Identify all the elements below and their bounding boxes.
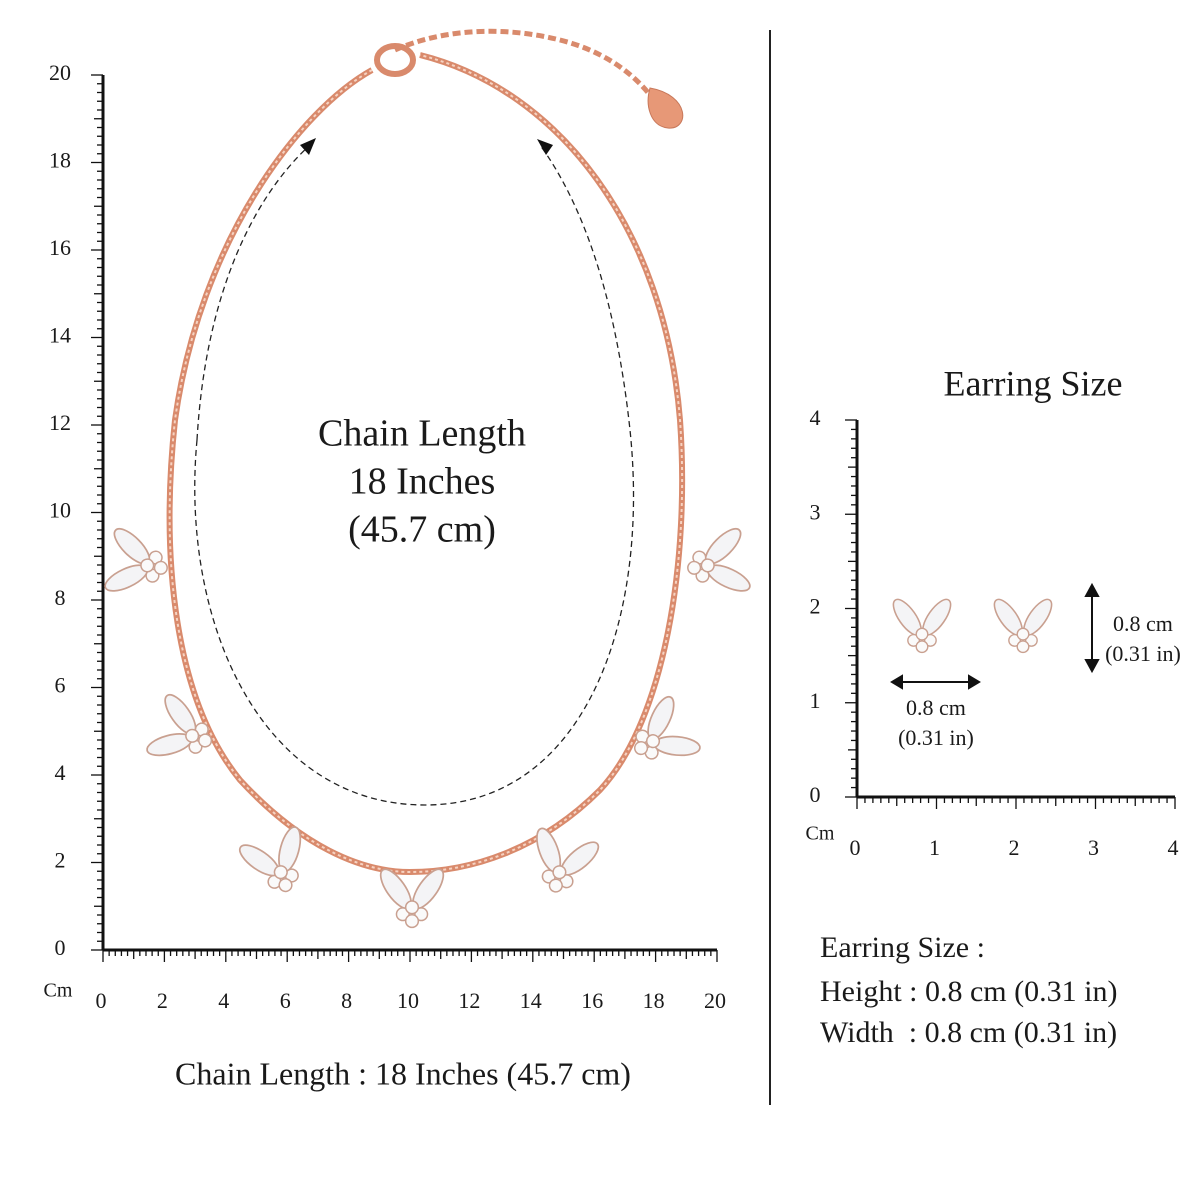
charm-stone <box>1008 633 1022 647</box>
charm-stone <box>635 729 650 744</box>
charm-stone <box>395 907 410 922</box>
charm-stone <box>700 558 715 573</box>
x-tick-label: 14 <box>520 988 542 1013</box>
unit-label: Cm <box>44 980 73 1002</box>
y-tick-label: 0 <box>810 782 821 807</box>
charm-stone <box>284 868 299 883</box>
y-tick-label: 20 <box>49 60 71 85</box>
x-tick-label: 6 <box>280 988 291 1013</box>
charm-stone <box>278 878 293 893</box>
x-tick-label: 10 <box>397 988 419 1013</box>
charm-stone <box>414 907 429 922</box>
charm-stone <box>198 733 213 748</box>
charm-stone <box>194 722 209 737</box>
charm <box>687 527 751 592</box>
charm <box>104 527 168 592</box>
center-text: 18 Inches <box>349 461 496 503</box>
x-tick-label: 2 <box>1009 835 1020 860</box>
x-tick-label: 18 <box>643 988 665 1013</box>
y-tick-label: 8 <box>55 585 66 610</box>
spec-line: Height : 0.8 cm (0.31 in) <box>820 975 1117 1008</box>
x-tick-label: 4 <box>1168 835 1179 860</box>
spec-line: Width : 0.8 cm (0.31 in) <box>820 1016 1117 1049</box>
x-tick-label: 16 <box>581 988 603 1013</box>
charm-stone <box>559 874 574 889</box>
y-tick-label: 2 <box>810 594 821 619</box>
charm-stone <box>140 558 155 573</box>
dimension-arrows <box>890 582 1100 690</box>
y-tick-label: 12 <box>49 410 71 435</box>
y-tick-label: 0 <box>55 935 66 960</box>
charm-stone <box>548 878 563 893</box>
unit-label: Cm <box>806 823 835 845</box>
charm <box>892 598 952 654</box>
charm <box>379 868 445 929</box>
height-label: (0.31 in) <box>1105 641 1181 666</box>
height-label: 0.8 cm <box>1113 611 1173 636</box>
charm-stone <box>188 739 203 754</box>
necklace-image <box>166 28 686 876</box>
y-tick-label: 2 <box>55 848 66 873</box>
center-text: (45.7 cm) <box>348 509 496 551</box>
charm-stone <box>645 734 661 749</box>
charm-stone <box>404 900 420 915</box>
charm-stone <box>644 745 659 760</box>
charm-stone <box>267 874 282 889</box>
x-tick-label: 4 <box>218 988 229 1013</box>
charm-stone <box>1024 633 1038 647</box>
charm-stone <box>915 640 929 654</box>
charm <box>238 826 302 893</box>
width-label: (0.31 in) <box>898 725 974 750</box>
charm-stone <box>541 869 556 884</box>
charm-stone <box>687 560 702 575</box>
width-label: 0.8 cm <box>906 695 966 720</box>
charm-stone <box>1016 627 1030 641</box>
charm <box>993 598 1053 654</box>
charm <box>146 693 213 757</box>
x-tick-label: 20 <box>704 988 726 1013</box>
x-tick-label: 0 <box>96 988 107 1013</box>
y-tick-label: 16 <box>49 235 71 260</box>
y-tick-label: 4 <box>55 760 66 785</box>
charm-stone <box>404 914 420 929</box>
y-tick-label: 6 <box>55 673 66 698</box>
center-text: Chain Length <box>318 413 526 455</box>
y-tick-label: 10 <box>49 498 71 523</box>
y-tick-label: 4 <box>810 405 821 430</box>
charm-stone <box>907 633 921 647</box>
charm-stone <box>923 633 937 647</box>
spec-line: Earring Size : <box>820 931 985 964</box>
charm-stone <box>915 627 929 641</box>
y-tick-label: 3 <box>810 499 821 524</box>
x-tick-label: 3 <box>1088 835 1099 860</box>
y-tick-label: 1 <box>810 688 821 713</box>
charm <box>633 695 701 760</box>
y-tick-label: 14 <box>49 323 71 348</box>
caption: Chain Length : 18 Inches (45.7 cm) <box>175 1055 631 1091</box>
x-tick-label: 12 <box>458 988 480 1013</box>
x-tick-label: 2 <box>157 988 168 1013</box>
y-tick-label: 18 <box>49 148 71 173</box>
charm-stone <box>1016 640 1030 654</box>
earring-title: Earring Size <box>944 363 1123 403</box>
x-tick-label: 8 <box>341 988 352 1013</box>
x-tick-label: 1 <box>929 835 940 860</box>
charm-stone <box>185 728 200 743</box>
charm-stone <box>273 865 288 880</box>
x-tick-label: 0 <box>850 835 861 860</box>
charm <box>536 827 600 893</box>
charm-stone <box>153 560 168 575</box>
charm-stone <box>633 740 649 756</box>
charm-stone <box>552 865 567 880</box>
